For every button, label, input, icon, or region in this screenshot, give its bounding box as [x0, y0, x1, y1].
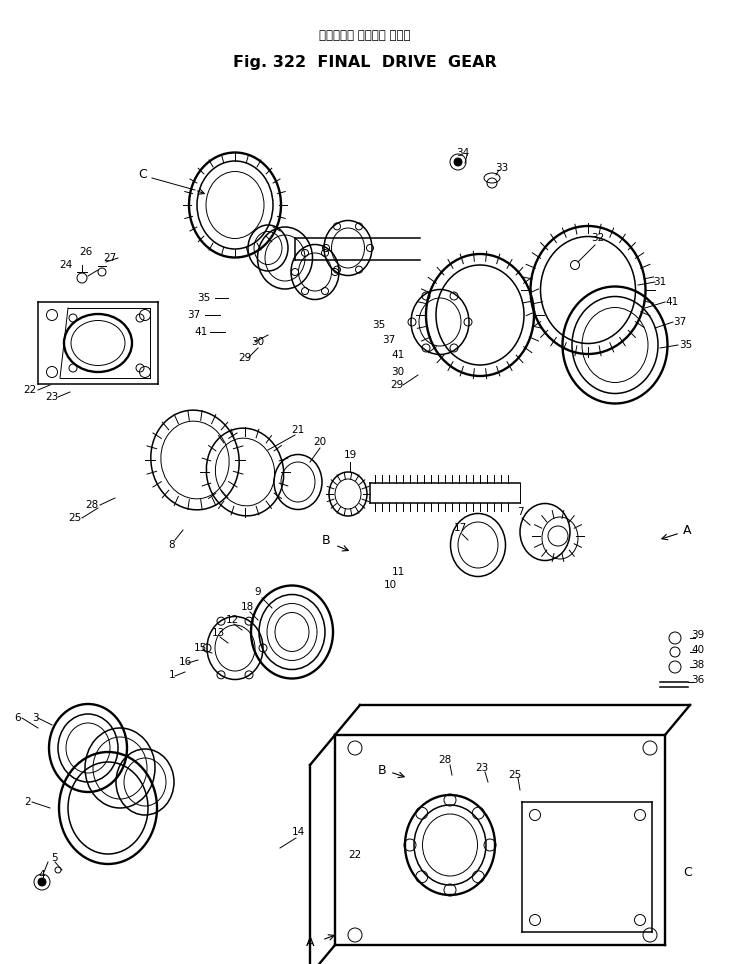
Text: 20: 20	[313, 437, 327, 447]
Text: 30: 30	[391, 367, 405, 377]
Text: 12: 12	[225, 615, 238, 625]
Text: 38: 38	[691, 660, 705, 670]
Text: 37: 37	[382, 335, 395, 345]
Text: 17: 17	[453, 523, 467, 533]
Text: B: B	[321, 533, 330, 547]
Text: 29: 29	[390, 380, 404, 390]
Text: 32: 32	[591, 233, 604, 243]
Text: 41: 41	[391, 350, 405, 360]
Text: 33: 33	[496, 163, 509, 173]
Text: 3: 3	[31, 713, 39, 723]
Text: 8: 8	[168, 540, 175, 550]
Circle shape	[38, 878, 46, 886]
Circle shape	[454, 158, 462, 166]
Text: 25: 25	[508, 770, 522, 780]
Text: 7: 7	[517, 507, 523, 517]
Text: 35: 35	[197, 293, 210, 303]
Text: 13: 13	[211, 628, 225, 638]
Text: 28: 28	[438, 755, 452, 765]
Text: 11: 11	[391, 567, 405, 577]
Text: 30: 30	[252, 337, 265, 347]
Text: ファイナル ドライブ ギヤー: ファイナル ドライブ ギヤー	[319, 30, 410, 42]
Text: 29: 29	[238, 353, 252, 363]
Text: 23: 23	[475, 763, 488, 773]
Text: 37: 37	[674, 317, 687, 327]
Text: 21: 21	[292, 425, 305, 435]
Text: 1: 1	[168, 670, 175, 680]
Text: 10: 10	[383, 580, 397, 590]
Text: 5: 5	[52, 853, 58, 863]
Text: 34: 34	[456, 148, 469, 158]
Text: 2: 2	[25, 797, 31, 807]
Text: 37: 37	[187, 310, 200, 320]
Text: 27: 27	[104, 253, 117, 263]
Text: 25: 25	[69, 513, 82, 523]
Text: 9: 9	[254, 587, 261, 597]
Text: 15: 15	[193, 643, 206, 653]
Text: A: A	[305, 936, 314, 950]
Text: 36: 36	[691, 675, 705, 685]
Text: 41: 41	[666, 297, 679, 307]
Text: 35: 35	[372, 320, 385, 330]
Text: 28: 28	[85, 500, 98, 510]
Text: 31: 31	[653, 277, 666, 287]
Text: 40: 40	[691, 645, 704, 655]
Text: 35: 35	[679, 340, 693, 350]
Text: A: A	[683, 523, 691, 537]
Text: 26: 26	[79, 247, 92, 257]
Text: 22: 22	[348, 850, 362, 860]
Text: 18: 18	[241, 602, 254, 612]
Text: 4: 4	[39, 870, 45, 880]
Text: 19: 19	[343, 450, 356, 460]
Text: 23: 23	[45, 392, 58, 402]
Text: 14: 14	[292, 827, 305, 837]
Text: 39: 39	[691, 630, 705, 640]
Text: 22: 22	[23, 385, 36, 395]
Text: C: C	[139, 169, 147, 181]
Text: Fig. 322  FINAL  DRIVE  GEAR: Fig. 322 FINAL DRIVE GEAR	[233, 55, 496, 70]
Text: 6: 6	[15, 713, 21, 723]
Text: 16: 16	[179, 657, 192, 667]
Text: 24: 24	[59, 260, 72, 270]
Text: B: B	[378, 763, 386, 776]
Text: 41: 41	[195, 327, 208, 337]
Text: C: C	[684, 866, 693, 878]
